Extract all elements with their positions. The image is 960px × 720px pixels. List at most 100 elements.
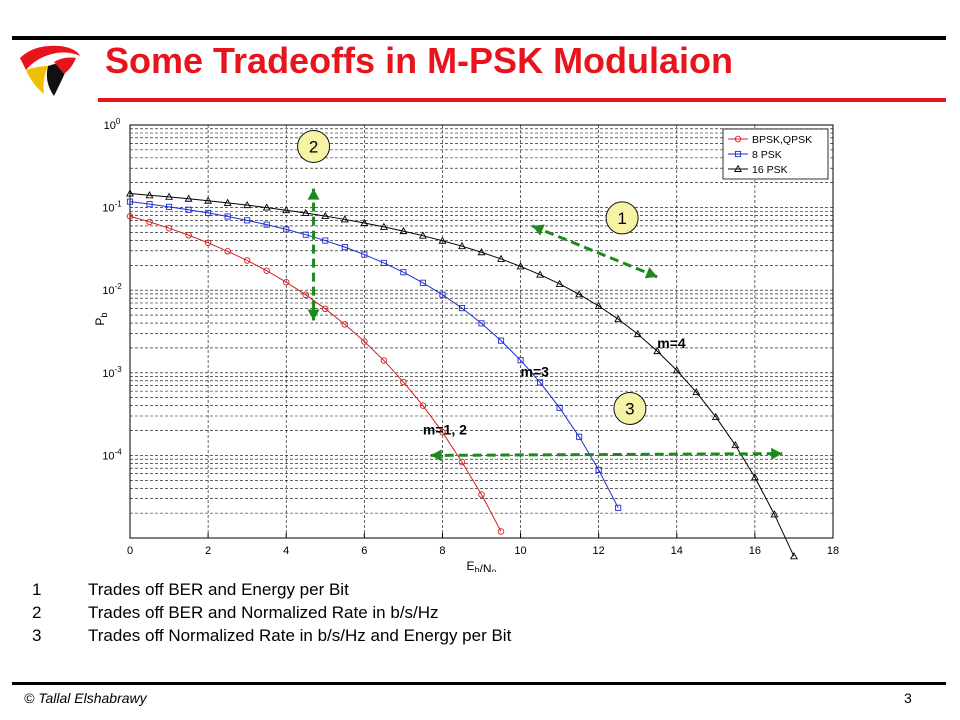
data-point	[517, 357, 524, 364]
data-point	[458, 241, 466, 250]
x-tick-label: 8	[439, 545, 445, 557]
legend-label: 8 PSK	[752, 149, 782, 161]
note-number: 1	[32, 580, 42, 599]
callout-circle	[605, 201, 639, 235]
arrow-shaft	[531, 224, 658, 279]
series-3	[126, 189, 798, 560]
data-point	[478, 491, 485, 498]
data-point	[166, 203, 173, 210]
series-line	[129, 215, 502, 532]
data-point	[204, 196, 213, 204]
data-point	[282, 278, 290, 286]
data-point	[478, 320, 485, 327]
data-point	[576, 433, 583, 440]
data-point	[185, 231, 192, 239]
callout-label: 1	[617, 209, 626, 228]
data-point	[458, 458, 466, 466]
data-point	[734, 135, 742, 143]
legend-label: BPSK,QPSK	[752, 134, 812, 146]
data-point	[497, 254, 505, 262]
y-tick-label: 10-3	[102, 365, 122, 380]
curve-label: m=3	[521, 364, 550, 380]
tradeoff-arrow-3	[430, 447, 783, 462]
data-point	[418, 231, 427, 239]
data-point	[126, 212, 134, 220]
data-point	[380, 259, 387, 266]
data-point	[438, 236, 447, 244]
slide-title: Some Tradeoffs in M-PSK Modulaion	[105, 40, 734, 81]
data-point	[653, 346, 662, 355]
page-number: 3	[904, 690, 912, 706]
legend-label: 16 PSK	[752, 164, 788, 176]
data-point	[399, 226, 408, 235]
data-point	[223, 198, 232, 206]
data-point	[341, 321, 349, 328]
data-point	[439, 428, 446, 436]
data-point	[341, 244, 348, 251]
data-point	[379, 222, 388, 230]
y-tick-label: 10-4	[102, 447, 122, 462]
callout-circle	[297, 129, 331, 163]
data-point	[633, 329, 642, 338]
data-point	[224, 248, 231, 255]
y-tick-label: 10-2	[102, 282, 122, 297]
top-divider	[12, 36, 946, 40]
data-point	[243, 257, 251, 264]
arrow-head	[307, 309, 320, 321]
data-point	[497, 337, 505, 344]
data-point	[361, 251, 368, 258]
data-point	[595, 466, 602, 473]
arrow-head	[644, 267, 658, 279]
data-point	[594, 301, 603, 309]
data-point	[672, 366, 681, 374]
series-line	[129, 201, 619, 509]
callout-circle	[613, 391, 647, 425]
data-point	[322, 305, 329, 313]
data-point	[555, 279, 564, 287]
x-tick-label: 6	[361, 545, 367, 557]
data-point	[575, 290, 584, 298]
data-point	[750, 473, 759, 481]
series-line	[129, 193, 795, 557]
x-tick-label: 0	[127, 545, 133, 557]
curve-label: m=4	[657, 335, 686, 351]
logo-icon	[20, 45, 80, 96]
note-item: 2 Trades off BER and Normalized Rate in …	[32, 601, 511, 624]
data-point	[302, 291, 309, 299]
callout-label: 2	[309, 137, 318, 156]
y-tick-label: 10-1	[102, 200, 122, 215]
tradeoff-arrow-1	[531, 224, 658, 279]
data-point	[400, 269, 407, 276]
series-2	[126, 198, 622, 511]
data-point	[185, 206, 192, 213]
curve-label: m=1, 2	[423, 421, 467, 437]
data-point	[321, 211, 330, 220]
x-tick-label: 16	[749, 545, 761, 557]
data-point	[146, 218, 153, 226]
note-text: Trades off BER and Energy per Bit	[88, 580, 349, 599]
data-point	[224, 213, 231, 220]
notes-list: 1 Trades off BER and Energy per Bit 2 Tr…	[32, 578, 511, 647]
legend: BPSK,QPSK 8 PSK 16 PSK	[722, 128, 829, 180]
data-point	[263, 267, 270, 274]
footer-divider	[12, 682, 946, 685]
note-text: Trades off BER and Normalized Rate in b/…	[88, 603, 439, 622]
arrow-head	[771, 447, 783, 460]
note-item: 1 Trades off BER and Energy per Bit	[32, 578, 511, 601]
data-point	[692, 387, 701, 396]
data-point	[262, 203, 271, 211]
ber-chart: 02468101214161810010-110-210-310-4Eb/N0P…	[95, 117, 839, 572]
x-tick-label: 10	[514, 545, 526, 557]
data-point	[145, 191, 154, 199]
data-point	[244, 217, 251, 224]
data-point	[165, 192, 174, 200]
x-axis-label: Eb/N0	[466, 559, 496, 572]
footer-copyright: © Tallal Elshabrawy	[24, 690, 147, 706]
x-tick-label: 14	[671, 545, 683, 557]
note-number: 2	[32, 603, 42, 622]
data-point	[439, 291, 446, 298]
data-point	[361, 338, 368, 345]
data-point	[556, 404, 563, 411]
note-text: Trades off Normalized Rate in b/s/Hz and…	[88, 626, 512, 645]
y-tick-label: 100	[104, 117, 121, 132]
